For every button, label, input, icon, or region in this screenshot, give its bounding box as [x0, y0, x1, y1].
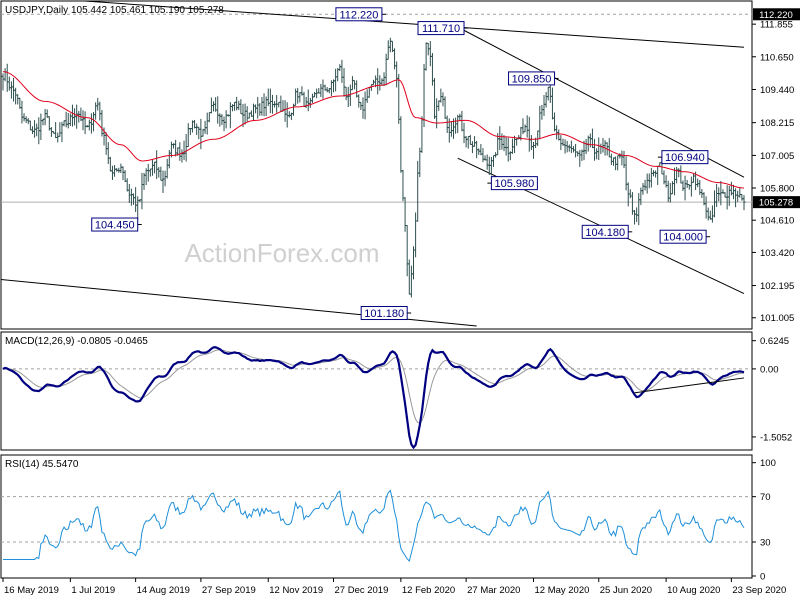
rsi-tick-label: 30: [760, 538, 771, 549]
rsi-axis: 100 70 30 0: [752, 458, 776, 583]
rsi-label: RSI(14) 45.5470: [5, 459, 79, 470]
date-tick-label: 25 Jun 2020: [600, 585, 652, 596]
swing-price-label: 111.710: [417, 21, 469, 36]
date-tick-label: 27 Sep 2019: [202, 585, 256, 596]
date-tick-label: 27 Mar 2020: [467, 585, 520, 596]
rsi-tick-label: 100: [760, 458, 776, 469]
date-tick-label: 12 Feb 2020: [402, 585, 455, 596]
price-bar: [742, 195, 746, 211]
macd-tick-label: -1.5052: [760, 432, 792, 443]
date-tick-label: 12 May 2020: [534, 585, 589, 596]
macd-line: [2, 346, 745, 450]
macd-trendline: [634, 377, 745, 394]
price-tick-label: 108.215: [760, 118, 794, 129]
macd-label: MACD(12,26,9) -0.0805 -0.0465: [5, 336, 148, 347]
date-axis: 16 May 2019 1 Jul 2019 14 Aug 2019 27 Sep 2…: [2, 578, 786, 596]
svg-text:109.850: 109.850: [512, 73, 552, 85]
date-tick-label: 12 Nov 2019: [269, 585, 323, 596]
price-tick-label: 104.610: [760, 216, 794, 227]
swing-price-label: 105.980: [487, 176, 538, 191]
macd-axis: 0.6245 0.00 -1.5052: [752, 336, 792, 443]
price-panel: ActionForex.com 111.855 110.650 109.440 108…: [0, 0, 800, 330]
swing-price-label: 104.180: [581, 224, 633, 239]
swing-price-label: 104.000: [659, 229, 711, 244]
svg-text:104.000: 104.000: [663, 232, 703, 244]
svg-text:104.450: 104.450: [95, 220, 135, 232]
svg-text:101.180: 101.180: [364, 308, 404, 320]
last-price-tag: 105.278: [753, 196, 800, 209]
date-tick-label: 10 Aug 2020: [667, 585, 720, 596]
price-axis: 111.855 110.650 109.440 108.215 107.005 105.8…: [752, 20, 794, 324]
price-tick-label: 111.855: [760, 20, 793, 31]
price-tick-label: 109.440: [760, 85, 794, 96]
date-tick-label: 27 Dec 2019: [335, 585, 389, 596]
rsi-levels: [1, 496, 752, 543]
svg-text:105.278: 105.278: [759, 198, 793, 209]
date-tick-label: 23 Sep 2020: [732, 585, 786, 596]
price-tick-label: 105.800: [760, 184, 794, 195]
watermark: ActionForex.com: [184, 238, 379, 268]
rsi-tick-label: 70: [760, 492, 771, 503]
svg-text:105.980: 105.980: [495, 178, 535, 190]
svg-text:112.220: 112.220: [759, 10, 793, 21]
date-tick-label: 1 Jul 2019: [71, 585, 115, 596]
moving-average-line: [2, 71, 745, 189]
symbol-header: USDJPY,Daily 105.442 105.461 105.190 105…: [5, 5, 224, 16]
svg-text:106.940: 106.940: [665, 152, 705, 164]
price-tick-label: 102.195: [760, 281, 794, 292]
swing-price-label: 112.220: [335, 7, 386, 22]
macd-panel: 0.6245 0.00 -1.5052 MACD(12,26,9) -0.0805 …: [0, 331, 792, 451]
swing-labels: 112.220 111.710 109.850 105.980 104.450 101.1…: [91, 7, 711, 321]
rsi-line: [3, 489, 745, 562]
swing-price-label: 106.940: [657, 150, 709, 165]
price-tick-label: 107.005: [760, 151, 794, 162]
svg-text:104.180: 104.180: [585, 227, 625, 239]
rsi-tick-label: 0: [760, 572, 765, 583]
date-tick-label: 16 May 2019: [4, 585, 59, 596]
resistance-tag: 112.220: [753, 8, 800, 21]
svg-text:112.220: 112.220: [339, 9, 378, 21]
price-tick-label: 103.420: [760, 248, 794, 259]
price-tick-label: 101.005: [760, 313, 794, 324]
swing-price-label: 101.180: [360, 306, 412, 321]
macd-tick-label: 0.6245: [760, 336, 789, 347]
svg-text:111.710: 111.710: [422, 23, 460, 35]
swing-price-label: 104.450: [91, 217, 142, 232]
rsi-panel: 100 70 30 0 RSI(14) 45.5470: [0, 454, 776, 583]
date-tick-label: 14 Aug 2019: [137, 585, 190, 596]
macd-tick-label: 0.00: [760, 364, 779, 375]
swing-price-label: 109.850: [508, 71, 559, 86]
price-tick-label: 110.650: [760, 52, 794, 63]
